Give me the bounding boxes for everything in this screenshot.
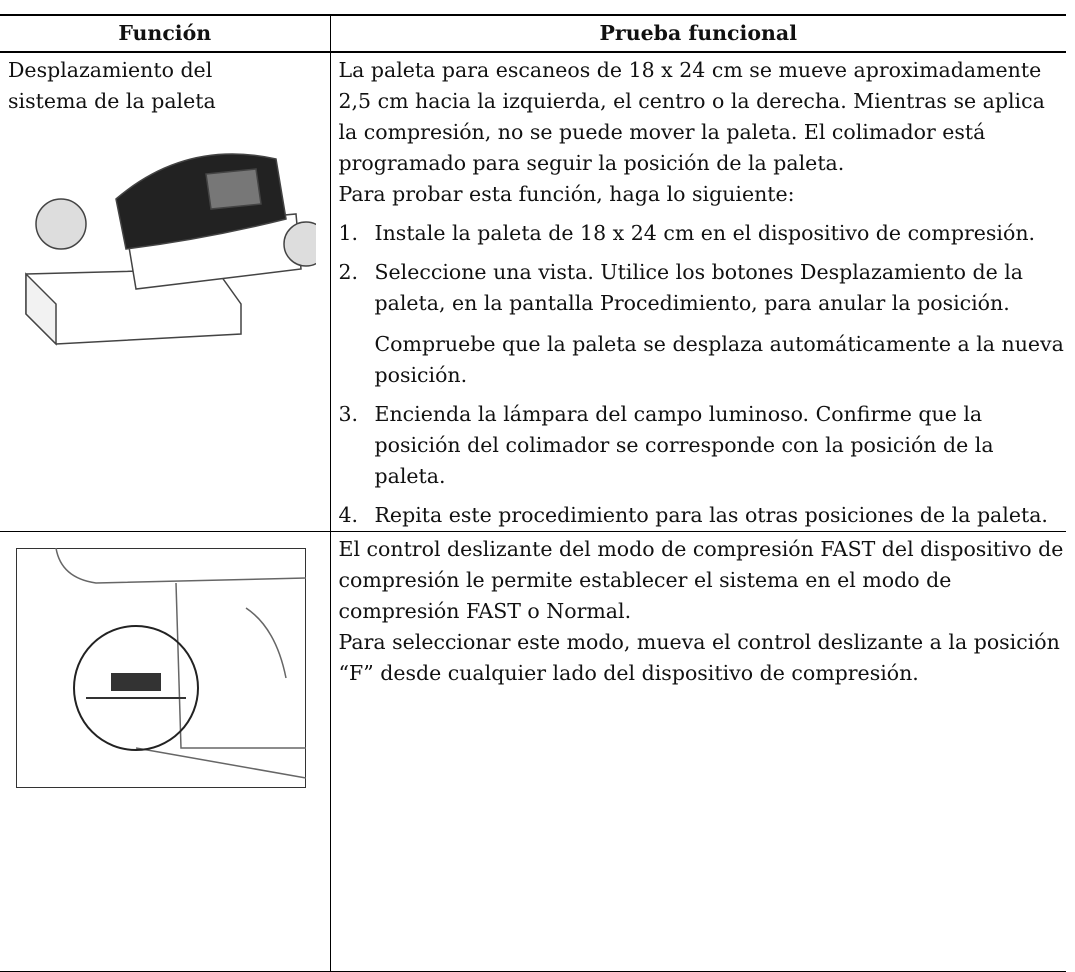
row: Desplazamiento del sistema de la paleta …: [0, 52, 1066, 532]
paragraph: Para seleccionar este modo, mueva el con…: [338, 630, 1060, 685]
step-body: Seleccione una vista. Utilice los botone…: [375, 257, 1067, 391]
test-cell: La paleta para escaneos de 18 x 24 cm se…: [329, 52, 1067, 532]
step: 3. Encienda la lámpara del campo luminoso…: [339, 399, 1067, 492]
header-row: Función Prueba funcional: [0, 14, 1066, 53]
function-table: Función Prueba funcional Desplazamiento …: [0, 14, 1066, 972]
step-number: 1.: [338, 221, 359, 245]
step: 4. Repita este procedimiento para las otr…: [339, 500, 1067, 531]
paragraph: Para probar esta función, haga lo siguie…: [338, 182, 795, 206]
row: El control deslizante del modo de compre…: [0, 531, 1066, 972]
step: 2. Seleccione una vista. Utilice los boto…: [339, 257, 1067, 391]
step-text: Seleccione una vista. Utilice los botone…: [374, 260, 1024, 315]
test-cell: El control deslizante del modo de compre…: [329, 531, 1066, 972]
step-list: 1. Instale la paleta de 18 x 24 cm en el …: [339, 218, 1067, 531]
function-cell: Desplazamiento del sistema de la paleta: [0, 52, 330, 532]
header-cell: Función: [0, 14, 330, 53]
step-number: 4.: [338, 503, 359, 527]
function-cell: [0, 531, 330, 972]
step-text: Encienda la lámpara del campo luminoso. …: [374, 402, 994, 488]
paddle-illustration: [25, 149, 329, 346]
function-name: Desplazamiento del sistema de la paleta: [8, 58, 216, 113]
slider-illustration: [16, 547, 307, 788]
paragraph: El control deslizante del modo de compre…: [338, 537, 1064, 623]
step-text: Repita este procedimiento para las otras…: [374, 503, 1048, 527]
step-text: Instale la paleta de 18 x 24 cm en el di…: [374, 221, 1036, 245]
step-number: 3.: [338, 402, 359, 426]
step-number: 2.: [338, 260, 359, 284]
step-body: Instale la paleta de 18 x 24 cm en el di…: [375, 218, 1036, 249]
step-body: Encienda la lámpara del campo luminoso. …: [375, 399, 1067, 492]
header-cell: Prueba funcional: [329, 14, 1066, 53]
step-text: Compruebe que la paleta se desplaza auto…: [374, 332, 1064, 387]
paragraph: La paleta para escaneos de 18 x 24 cm se…: [338, 58, 1045, 175]
step: 1. Instale la paleta de 18 x 24 cm en el …: [339, 218, 1067, 249]
step-body: Repita este procedimiento para las otras…: [375, 500, 1048, 531]
